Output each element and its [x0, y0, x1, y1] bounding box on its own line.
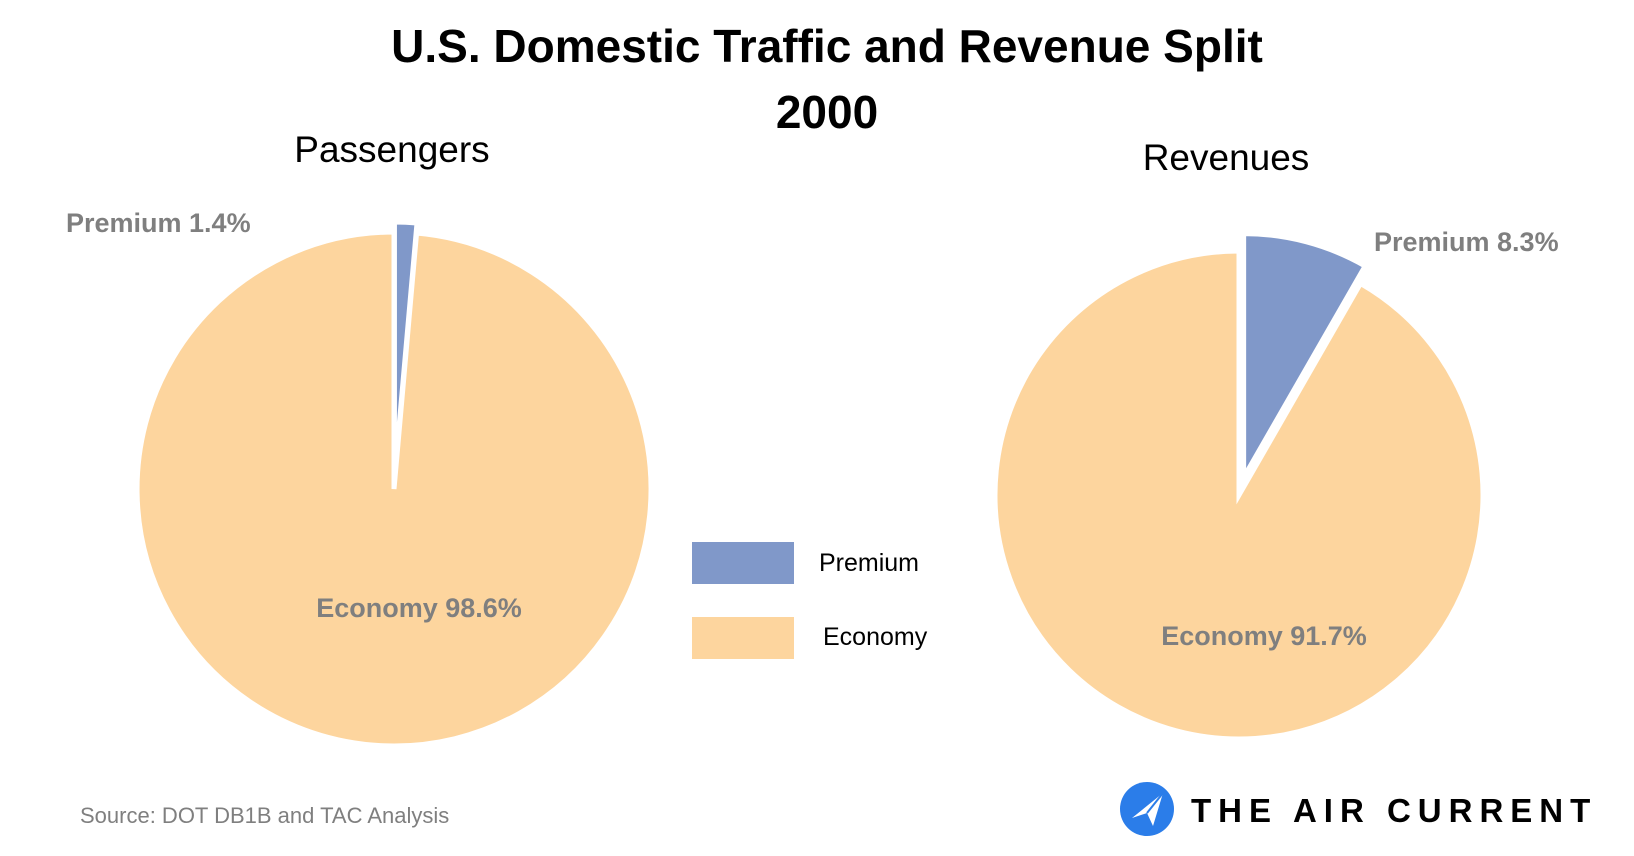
- legend: Premium Economy: [692, 542, 928, 659]
- pie-slice-revenues-economy: [992, 248, 1486, 742]
- brand-name: THE AIR CURRENT: [1191, 792, 1597, 829]
- chart-title: U.S. Domestic Traffic and Revenue Split: [391, 20, 1263, 72]
- legend-swatch-economy: [692, 617, 794, 659]
- legend-label-premium: Premium: [819, 549, 919, 577]
- pie-revenues: Revenues Premium 8.3% Economy 91.7%: [992, 137, 1559, 742]
- slice-label-passengers-premium: Premium 1.4%: [66, 208, 251, 238]
- slice-label-passengers-economy: Economy 98.6%: [316, 593, 522, 623]
- pie-slice-passengers-economy: [134, 229, 654, 749]
- pie-passengers: Passengers Premium 1.4% Economy 98.6%: [66, 129, 654, 749]
- source-note: Source: DOT DB1B and TAC Analysis: [80, 803, 449, 828]
- paper-plane-fold: [1146, 792, 1164, 814]
- chart-subtitle: 2000: [776, 86, 878, 138]
- brand-logo: THE AIR CURRENT: [1120, 782, 1597, 836]
- pie-title-passengers: Passengers: [294, 129, 489, 170]
- pie-slice-revenues-premium: [1241, 231, 1369, 487]
- pie-title-revenues: Revenues: [1143, 137, 1310, 178]
- legend-label-economy: Economy: [823, 623, 928, 651]
- slice-label-revenues-premium: Premium 8.3%: [1374, 227, 1559, 257]
- slice-label-revenues-economy: Economy 91.7%: [1161, 621, 1367, 651]
- pie-slice-passengers-premium: [391, 219, 420, 480]
- legend-swatch-premium: [692, 542, 794, 584]
